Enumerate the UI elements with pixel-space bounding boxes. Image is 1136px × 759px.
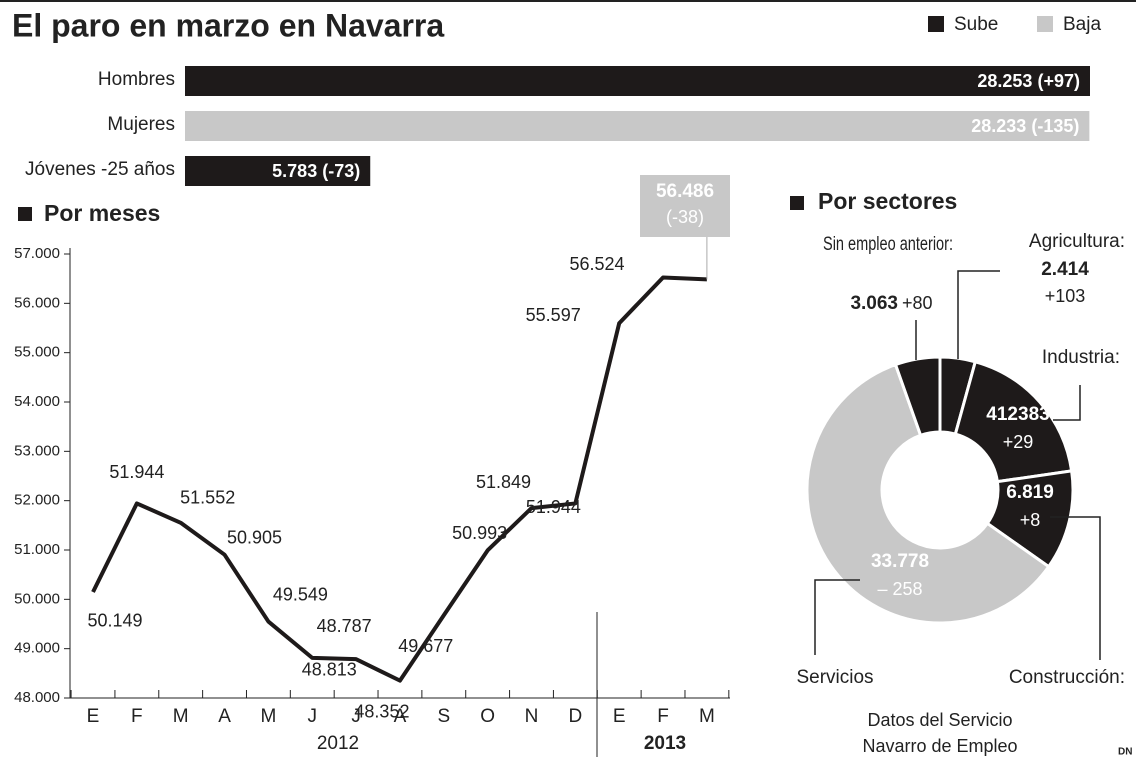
legend-swatch: [1037, 16, 1053, 32]
title: El paro en marzo en Navarra: [12, 7, 444, 43]
x-tick-label: M: [260, 706, 276, 727]
section-title: Por meses: [44, 200, 160, 226]
leader-line: [1053, 385, 1081, 421]
value-label: 49.549: [273, 584, 328, 604]
leader-line: [957, 270, 1000, 359]
value-label: 51.849: [476, 472, 531, 492]
value-label: 56.524: [570, 254, 625, 274]
bar-label: Mujeres: [107, 114, 175, 135]
x-tick-label: A: [218, 706, 231, 727]
change-label: (+97): [1037, 71, 1080, 91]
y-tick-label: 51.000: [14, 541, 60, 558]
value-label: 51.944: [109, 462, 164, 482]
year-label: 2013: [644, 733, 686, 754]
x-tick-label: F: [657, 706, 669, 727]
sector-name: Servicios: [796, 667, 873, 688]
y-tick-label: 52.000: [14, 492, 60, 509]
section-icon: [18, 207, 32, 221]
x-tick-label: M: [699, 706, 715, 727]
x-tick-label: E: [87, 706, 100, 727]
donut-slice: [953, 359, 1074, 484]
value-label: 50.993: [452, 523, 507, 543]
bar: [185, 156, 371, 186]
value-label: 56.486: [656, 181, 714, 202]
y-tick-label: 57.000: [14, 245, 60, 262]
sector-name: Sin empleo anterior:: [823, 234, 953, 255]
y-tick-label: 50.000: [14, 590, 60, 607]
x-tick-label: A: [394, 706, 407, 727]
change-label: +8: [1020, 510, 1041, 530]
value-label: 48.787: [317, 616, 372, 636]
legend-label: Sube: [954, 14, 998, 35]
bar-value: 28.233 (-135): [971, 116, 1079, 136]
value-label: 50.149: [87, 611, 142, 631]
change-label: +29: [1003, 432, 1034, 452]
value-label: 48.813: [302, 660, 357, 680]
x-tick-label: D: [568, 706, 582, 727]
bar-label: Jóvenes -25 años: [25, 159, 175, 180]
value-label: 2.414: [1041, 259, 1089, 280]
sector-name: Construcción:: [1009, 667, 1125, 688]
x-tick-label: N: [525, 706, 539, 727]
bar: [185, 66, 1090, 96]
change-label: +80: [902, 293, 933, 313]
section-icon: [790, 196, 804, 210]
value-label: 3.063: [850, 293, 898, 314]
change-label: +103: [1045, 286, 1086, 306]
year-label: 2012: [317, 733, 359, 754]
y-tick-label: 48.000: [14, 689, 60, 706]
value-label: 51.552: [180, 488, 235, 508]
x-tick-label: S: [437, 706, 450, 727]
donut-slice: [805, 362, 1051, 625]
legend-label: Baja: [1063, 14, 1101, 35]
y-tick-label: 53.000: [14, 442, 60, 459]
bar: [185, 111, 1090, 141]
y-tick-label: 49.000: [14, 640, 60, 657]
bar-label: Hombres: [98, 69, 175, 90]
leader-line: [814, 579, 860, 655]
value-label: 55.597: [526, 305, 581, 325]
sector-name: Industria:: [1042, 347, 1120, 368]
change-label: (-135): [1031, 116, 1079, 136]
value-label: 48.352: [354, 701, 409, 721]
source: Datos del Servicio: [867, 710, 1012, 730]
value-label: 5.783: [272, 161, 317, 181]
leader-line: [1050, 516, 1101, 660]
x-tick-label: E: [613, 706, 626, 727]
donut-slice: [893, 355, 942, 438]
bar-value: 28.253 (+97): [977, 71, 1080, 91]
x-tick-label: J: [308, 706, 318, 727]
sector-name: Agricultura:: [1029, 231, 1125, 252]
value-label: 28.253: [977, 71, 1032, 91]
line: [91, 275, 707, 683]
bar-value: 5.783 (-73): [272, 161, 360, 181]
section-title: Por sectores: [818, 188, 957, 214]
x-tick-label: J: [351, 706, 361, 727]
y-tick-label: 55.000: [14, 344, 60, 361]
x-tick-label: F: [131, 706, 143, 727]
y-tick-label: 56.000: [14, 294, 60, 311]
x-tick-label: O: [480, 706, 495, 727]
x-tick-label: M: [173, 706, 189, 727]
change-label: (-73): [322, 161, 360, 181]
value-label: 51.944: [526, 497, 581, 517]
value-label: 412383: [986, 404, 1049, 425]
value-label: 33.778: [871, 551, 929, 572]
legend-swatch: [928, 16, 944, 32]
value-label: 50.905: [227, 527, 282, 547]
source: Navarro de Empleo: [862, 736, 1017, 756]
y-tick-label: 54.000: [14, 393, 60, 410]
value-label: 49.677: [398, 636, 453, 656]
label-box: [640, 175, 730, 237]
change-label: (-38): [666, 207, 704, 227]
value-label: 6.819: [1006, 482, 1054, 503]
credit: DN: [1118, 747, 1132, 758]
change-label: – 258: [877, 579, 922, 599]
value-label: 28.233: [971, 116, 1026, 136]
